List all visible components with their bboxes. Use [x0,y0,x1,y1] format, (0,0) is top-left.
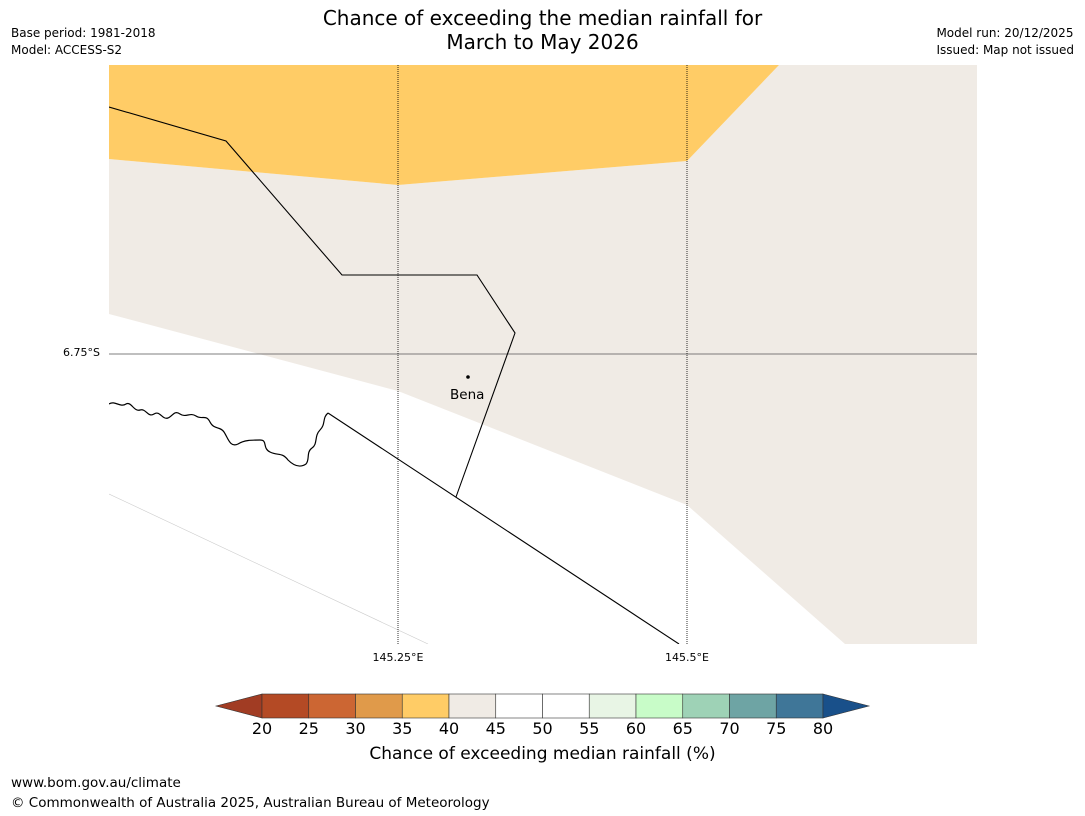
region-40-45 [109,65,977,644]
colorbar-tick-label: 50 [532,719,553,738]
colorbar-tick-label: 60 [625,719,647,738]
colorbar-block [355,693,403,719]
forecast-map [109,65,977,644]
colorbar-block [775,693,824,719]
model-run: Model run: 20/12/2025 [936,26,1074,40]
colorbar-block [261,693,310,719]
colorbar-block [448,693,497,719]
footer-url: www.bom.gov.au/climate [11,775,181,791]
colorbar-block [495,693,543,719]
colorbar-tick-label: 65 [672,719,693,738]
place-label-bena: Bena [450,387,485,403]
colorbar-tick-label: 45 [485,719,506,738]
colorbar-block [682,693,730,719]
title-line-1: Chance of exceeding the median rainfall … [322,6,763,30]
longitude-label-2: 145.5°E [665,651,709,664]
latitude-label: 6.75°S [63,346,100,359]
footer-copyright: © Commonwealth of Australia 2025, Austra… [11,795,490,811]
river-line [109,402,329,467]
colorbar-block [542,693,590,719]
colorbar-tick-label: 70 [719,719,740,738]
colorbar-extend-high [822,693,871,719]
province-boundary [327,412,680,644]
longitude-label-1: 145.25°E [372,651,424,664]
colorbar-block [729,693,777,719]
metadata-right: Model run: 20/12/2025 Issued: Map not is… [936,25,1074,59]
issued-status: Issued: Map not issued [936,43,1074,57]
colorbar-tick-label: 20 [251,719,273,738]
colorbar-block [308,693,356,719]
faint-boundary [109,493,429,644]
town-marker [466,375,470,379]
colorbar-block [635,693,684,719]
colorbar-tick-label: 40 [438,719,460,738]
colorbar [214,693,871,719]
colorbar-block [588,693,637,719]
colorbar-block [401,693,450,719]
model-name: Model: ACCESS-S2 [11,43,123,57]
region-35-40 [109,65,779,185]
colorbar-label: Chance of exceeding median rainfall (%) [369,744,716,764]
colorbar-tick-label: 25 [298,719,319,738]
base-period: Base period: 1981-2018 [11,26,156,40]
district-boundary [109,106,516,498]
colorbar-tick-label: 30 [345,719,366,738]
title-line-2: March to May 2026 [446,30,639,54]
colorbar-tick-label: 35 [392,719,413,738]
colorbar-tick-label: 80 [812,719,834,738]
metadata-left: Base period: 1981-2018 Model: ACCESS-S2 [11,25,156,59]
colorbar-extend-low [214,693,263,719]
map-title: Chance of exceeding the median rainfall … [0,6,1085,54]
colorbar-tick-label: 75 [766,719,787,738]
colorbar-tick-label: 55 [579,719,600,738]
